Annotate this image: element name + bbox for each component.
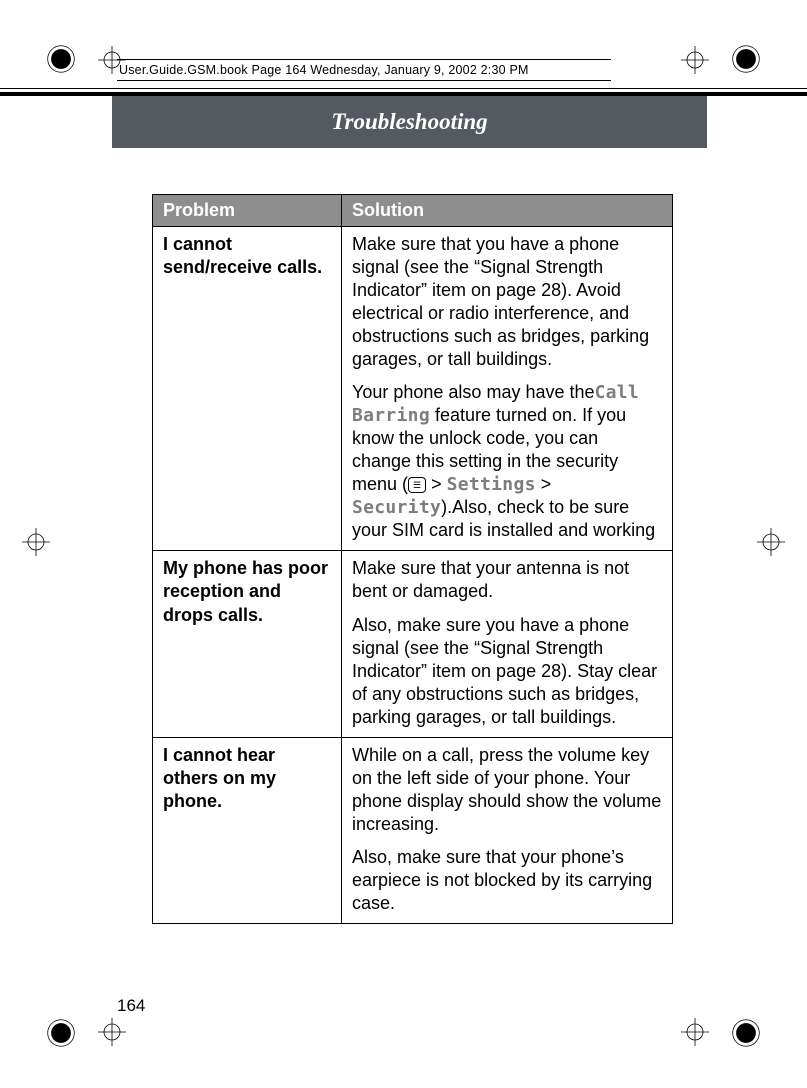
crop-target-icon bbox=[681, 46, 709, 74]
solution-paragraph: Also, make sure you have a phone signal … bbox=[352, 614, 662, 729]
table-row: I cannot send/receive calls. Make sure t… bbox=[153, 227, 673, 551]
solution-paragraph: While on a call, press the volume key on… bbox=[352, 744, 662, 836]
text-span: > bbox=[426, 474, 447, 494]
solution-paragraph: Also, make sure that your phone’s earpie… bbox=[352, 846, 662, 915]
page-number: 164 bbox=[117, 996, 145, 1016]
solution-cell: Make sure that you have a phone signal (… bbox=[342, 227, 673, 551]
crop-target-icon bbox=[22, 528, 50, 556]
solution-paragraph: Your phone also may have theCall Barring… bbox=[352, 381, 662, 542]
menu-label-mono: Settings bbox=[447, 474, 536, 495]
table-row: My phone has poor reception and drops ca… bbox=[153, 551, 673, 737]
problem-cell: I cannot hear others on my phone. bbox=[153, 737, 342, 923]
rule-thin bbox=[0, 88, 807, 89]
text-span: Your phone also may have the bbox=[352, 382, 595, 402]
chapter-title: Troubleshooting bbox=[112, 96, 707, 148]
menu-label-mono: Security bbox=[352, 497, 441, 518]
col-header-solution: Solution bbox=[342, 195, 673, 227]
solution-cell: Make sure that your antenna is not bent … bbox=[342, 551, 673, 737]
registration-mark-top-right bbox=[727, 40, 765, 78]
solution-cell: While on a call, press the volume key on… bbox=[342, 737, 673, 923]
col-header-problem: Problem bbox=[153, 195, 342, 227]
text-span: > bbox=[536, 474, 552, 494]
running-header: User.Guide.GSM.book Page 164 Wednesday, … bbox=[117, 59, 611, 81]
table-row: I cannot hear others on my phone. While … bbox=[153, 737, 673, 923]
page-root: User.Guide.GSM.book Page 164 Wednesday, … bbox=[0, 0, 807, 1088]
solution-paragraph: Make sure that you have a phone signal (… bbox=[352, 233, 662, 371]
registration-mark-top-left bbox=[42, 40, 80, 78]
table-header-row: Problem Solution bbox=[153, 195, 673, 227]
crop-target-icon bbox=[98, 1018, 126, 1046]
solution-paragraph: Make sure that your antenna is not bent … bbox=[352, 557, 662, 603]
crop-target-icon bbox=[757, 528, 785, 556]
registration-mark-bottom-right bbox=[727, 1014, 765, 1052]
problem-cell: My phone has poor reception and drops ca… bbox=[153, 551, 342, 737]
registration-mark-bottom-left bbox=[42, 1014, 80, 1052]
troubleshooting-table: Problem Solution I cannot send/receive c… bbox=[152, 194, 673, 924]
problem-cell: I cannot send/receive calls. bbox=[153, 227, 342, 551]
crop-target-icon bbox=[681, 1018, 709, 1046]
menu-key-icon bbox=[408, 477, 426, 493]
